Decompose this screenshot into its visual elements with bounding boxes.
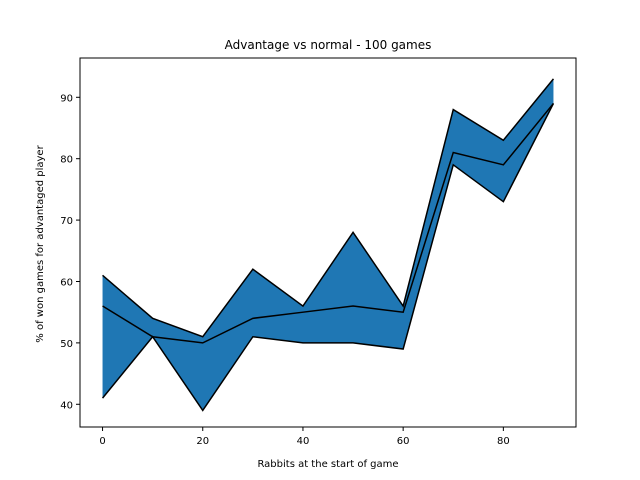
y-tick-label: 80	[60, 155, 73, 166]
y-tick-label: 40	[60, 400, 73, 411]
lower-line	[101, 103, 555, 412]
x-tick-label: 40	[297, 436, 310, 447]
x-tick-label: 0	[99, 436, 105, 447]
x-tick-label: 80	[497, 436, 510, 447]
x-axis-label: Rabbits at the start of game	[257, 459, 398, 470]
x-axis-ticks: 0 20 40 60 80	[99, 427, 510, 447]
y-tick-label: 70	[60, 216, 73, 227]
plot-fill-layer	[102, 78, 554, 411]
y-tick-label: 50	[60, 339, 73, 350]
y-tick-label: 60	[60, 277, 73, 288]
upper-line	[102, 78, 555, 338]
area-band	[102, 78, 554, 411]
middle-line	[102, 102, 555, 344]
y-tick-label: 90	[60, 93, 73, 104]
plot-frame	[79, 57, 577, 428]
x-tick-label: 60	[397, 436, 410, 447]
x-tick-label: 20	[196, 436, 209, 447]
chart-title: Advantage vs normal - 100 games	[225, 38, 432, 52]
y-axis-label: % of won games for advantaged player	[35, 144, 46, 342]
plot-lines-layer	[101, 78, 555, 412]
y-axis-ticks: 40 50 60 70 80 90	[60, 93, 80, 411]
